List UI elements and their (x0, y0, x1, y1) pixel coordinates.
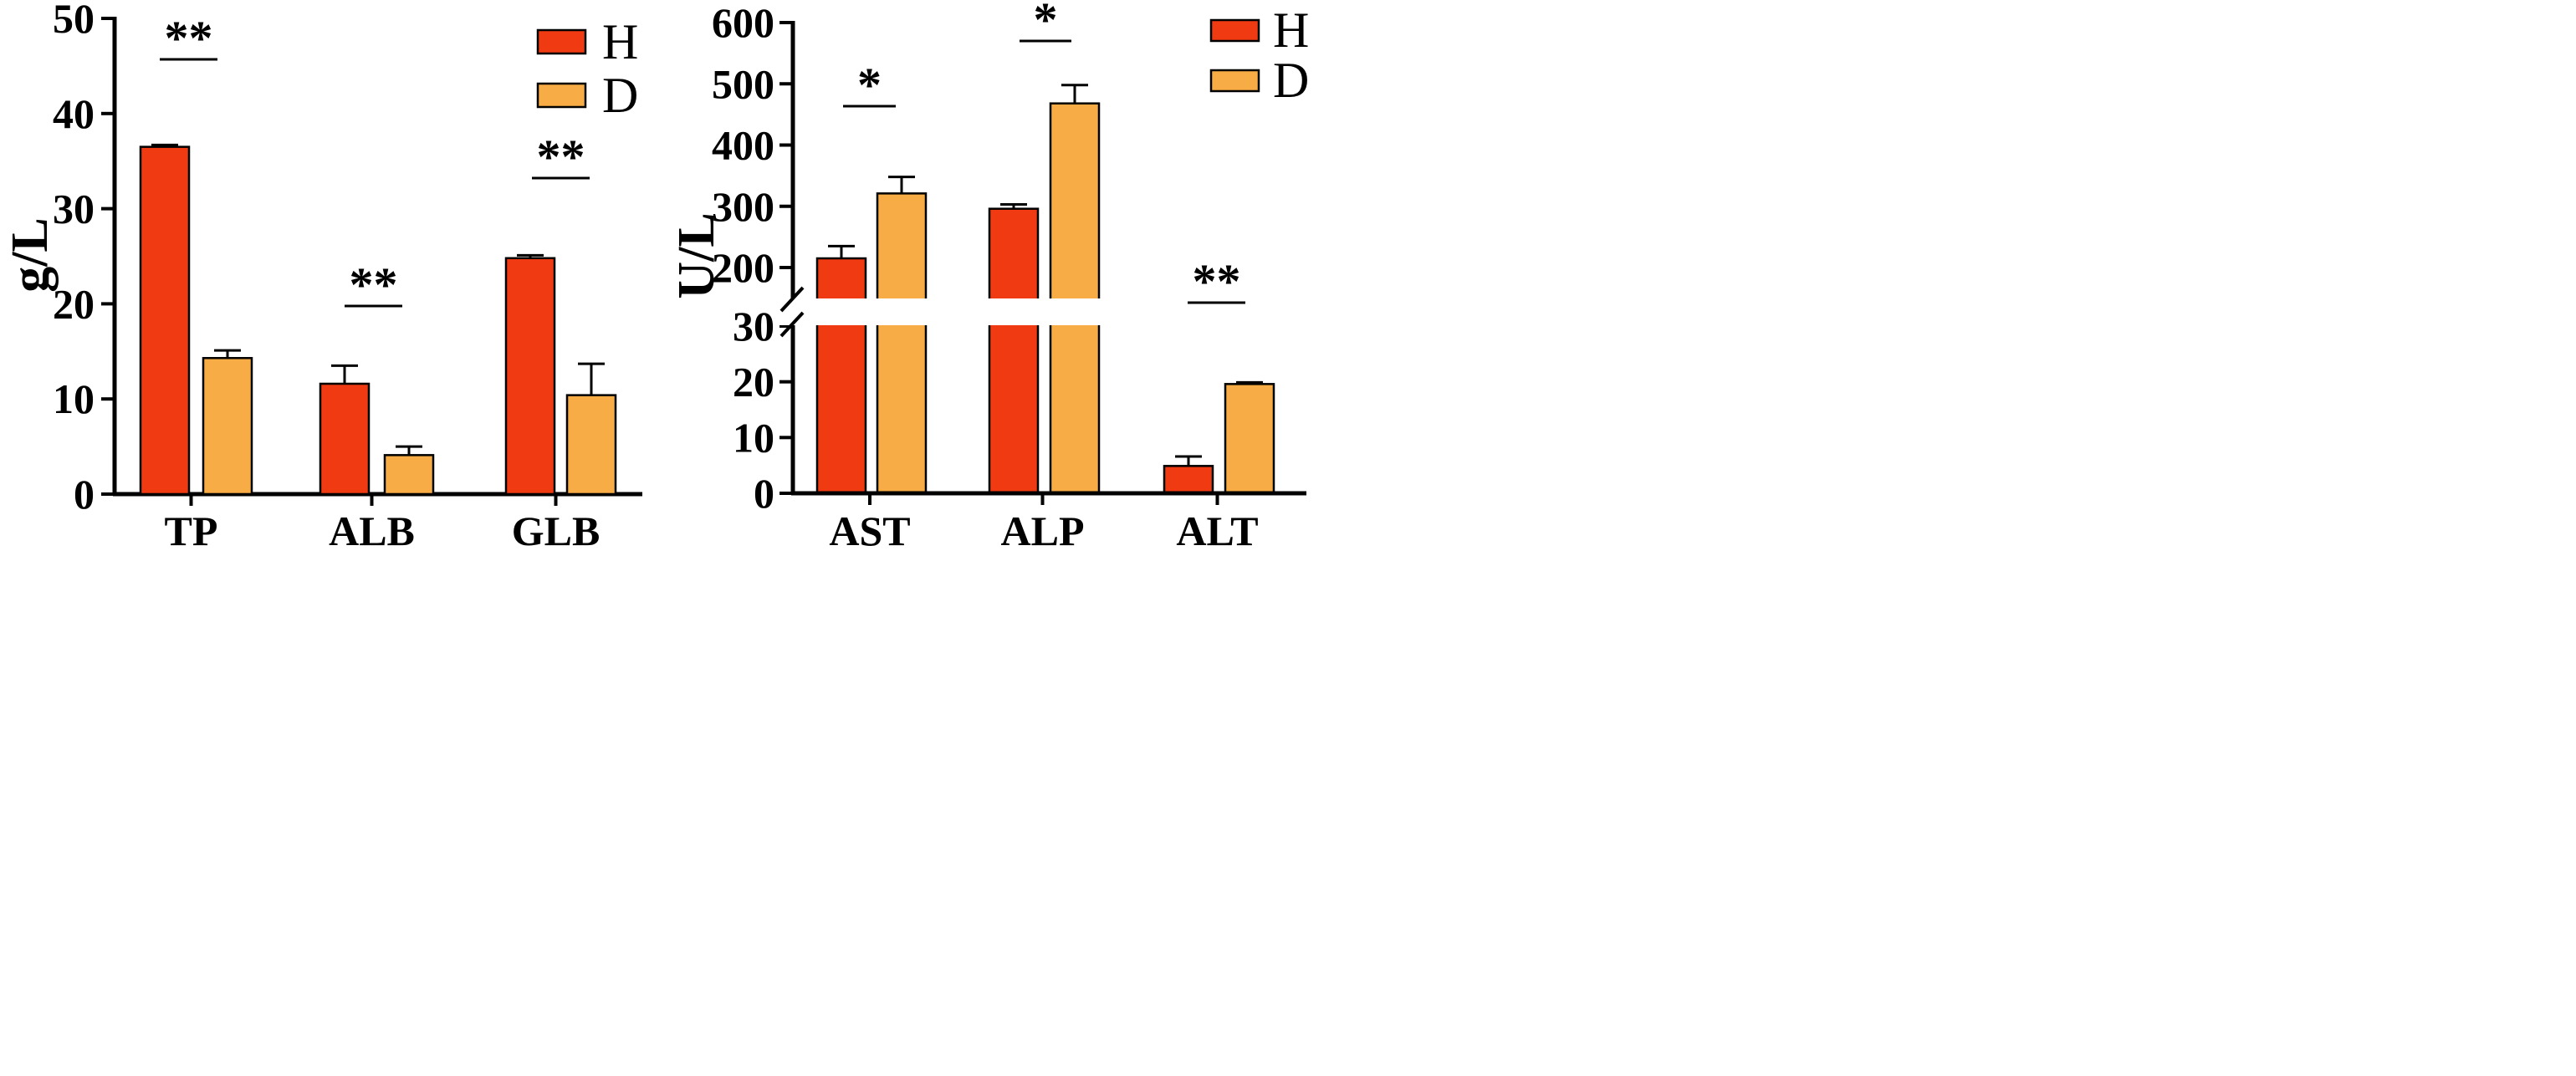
right-bar-D-ALT (1224, 383, 1275, 495)
right-category-label: ALP (1001, 507, 1085, 554)
right-legend-label-D: D (1273, 53, 1309, 108)
right-category-label: ALT (1176, 507, 1258, 554)
right-axis-break-mark (779, 286, 805, 313)
right-legend-swatch-D (1209, 69, 1260, 93)
right-ytick-label: 200 (712, 244, 774, 291)
left-legend-label-H: H (602, 14, 638, 69)
left-bar-H-TP (139, 145, 191, 496)
left-legend-swatch-H (536, 28, 587, 55)
left-ytick-label: 50 (53, 0, 95, 42)
right-legend-swatch-H (1209, 18, 1260, 43)
left-bar-D-GLB (565, 394, 617, 496)
left-bar-H-ALB (319, 382, 371, 496)
left-y-axis-title: g/L (2, 217, 59, 293)
left-bar-D-ALB (383, 454, 435, 496)
right-axis-break-mark (779, 311, 805, 338)
left-category-label: ALB (329, 507, 415, 554)
right-ytick-label: 500 (712, 60, 774, 107)
left-significance-stars: ** (165, 11, 213, 65)
right-axis-break-gap (774, 298, 1118, 325)
left-significance-stars: ** (537, 130, 585, 184)
right-ytick-label: 20 (733, 359, 774, 405)
right-bar-H-AST (815, 257, 867, 495)
right-ytick-label: 600 (712, 0, 774, 46)
left-legend-label-D: D (602, 68, 638, 123)
right-ytick-label: 10 (733, 414, 774, 461)
left-ytick-label: 40 (53, 90, 95, 137)
right-ytick-label: 0 (754, 470, 774, 517)
left-legend-swatch-D (536, 82, 587, 109)
right-significance-stars: ** (1193, 254, 1241, 309)
left-ytick-label: 10 (53, 375, 95, 422)
right-bar-H-ALP (988, 207, 1040, 495)
right-bar-D-ALP (1049, 102, 1101, 495)
left-category-label: GLB (512, 507, 601, 554)
left-ytick-label: 30 (53, 186, 95, 232)
left-ytick-label: 0 (74, 471, 95, 518)
left-ytick-label: 20 (53, 280, 95, 327)
right-significance-stars: * (1034, 0, 1058, 47)
left-significance-stars: ** (350, 258, 398, 312)
right-ytick-label: 400 (712, 122, 774, 169)
right-ytick-label: 300 (712, 183, 774, 230)
left-bar-D-TP (202, 357, 253, 496)
right-bar-D-AST (876, 192, 928, 495)
right-category-label: AST (829, 507, 910, 554)
right-y-axis-title: U/L (668, 212, 725, 298)
left-category-label: TP (165, 507, 218, 554)
right-ytick-label: 30 (733, 303, 774, 349)
left-bar-H-GLB (504, 257, 556, 496)
right-bar-H-ALT (1163, 465, 1214, 495)
right-legend-label-H: H (1273, 3, 1309, 58)
right-significance-stars: * (857, 58, 882, 112)
